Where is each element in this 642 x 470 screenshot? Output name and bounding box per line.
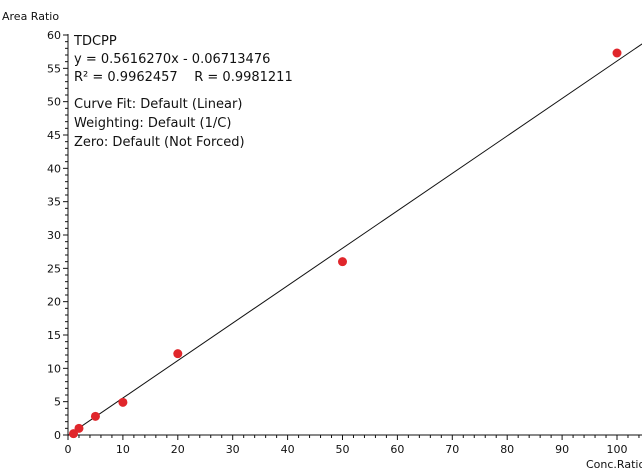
annotation-curve-fit: Curve Fit: Default (Linear): [74, 97, 242, 112]
y-tick-label: 25: [47, 262, 61, 275]
y-tick-label: 0: [54, 429, 61, 442]
x-tick-label: 80: [500, 443, 514, 456]
x-tick-label: 100: [607, 443, 628, 456]
y-tick-label: 55: [47, 62, 61, 75]
y-tick-label: 50: [47, 96, 61, 109]
x-axis-ticks: 0 10 20 30 40 50 60 70 80 90 100: [65, 435, 640, 456]
annotation-compound: TDCPP: [73, 34, 117, 49]
x-tick-label: 90: [555, 443, 569, 456]
y-tick-label: 5: [54, 396, 61, 409]
y-tick-label: 45: [47, 129, 61, 142]
x-tick-label: 70: [445, 443, 459, 456]
x-tick-label: 0: [65, 443, 72, 456]
annotation-box: TDCPP y = 0.5616270x - 0.06713476 R² = 0…: [73, 34, 293, 150]
y-tick-label: 35: [47, 196, 61, 209]
x-tick-label: 50: [336, 443, 350, 456]
data-point: [612, 48, 622, 58]
y-tick-label: 20: [47, 296, 61, 309]
x-axis-label: Conc.Ratio: [586, 458, 642, 470]
y-tick-label: 10: [47, 362, 61, 375]
fit-line: [67, 43, 642, 436]
annotation-weighting: Weighting: Default (1/C): [74, 116, 231, 131]
annotation-r-values: R² = 0.9962457 R = 0.9981211: [74, 70, 293, 85]
data-point: [118, 397, 128, 407]
y-tick-label: 15: [47, 329, 61, 342]
data-point: [74, 423, 84, 433]
annotation-equation: y = 0.5616270x - 0.06713476: [74, 52, 270, 67]
y-tick-label: 60: [47, 29, 61, 42]
data-point: [90, 411, 100, 421]
y-tick-label: 30: [47, 229, 61, 242]
x-tick-label: 10: [116, 443, 130, 456]
x-tick-label: 30: [226, 443, 240, 456]
x-tick-label: 60: [390, 443, 404, 456]
x-tick-label: 40: [281, 443, 295, 456]
y-axis-ticks: 0 5 10 15 20 25 30 35 40 45 50 55 60: [47, 29, 68, 442]
y-axis-label: Area Ratio: [2, 10, 59, 23]
data-points: [68, 48, 622, 439]
fit-line-group: [67, 43, 642, 436]
data-point: [173, 349, 183, 359]
data-point: [338, 257, 347, 267]
y-tick-label: 40: [47, 162, 61, 175]
annotation-zero: Zero: Default (Not Forced): [74, 135, 245, 150]
x-tick-label: 20: [171, 443, 185, 456]
